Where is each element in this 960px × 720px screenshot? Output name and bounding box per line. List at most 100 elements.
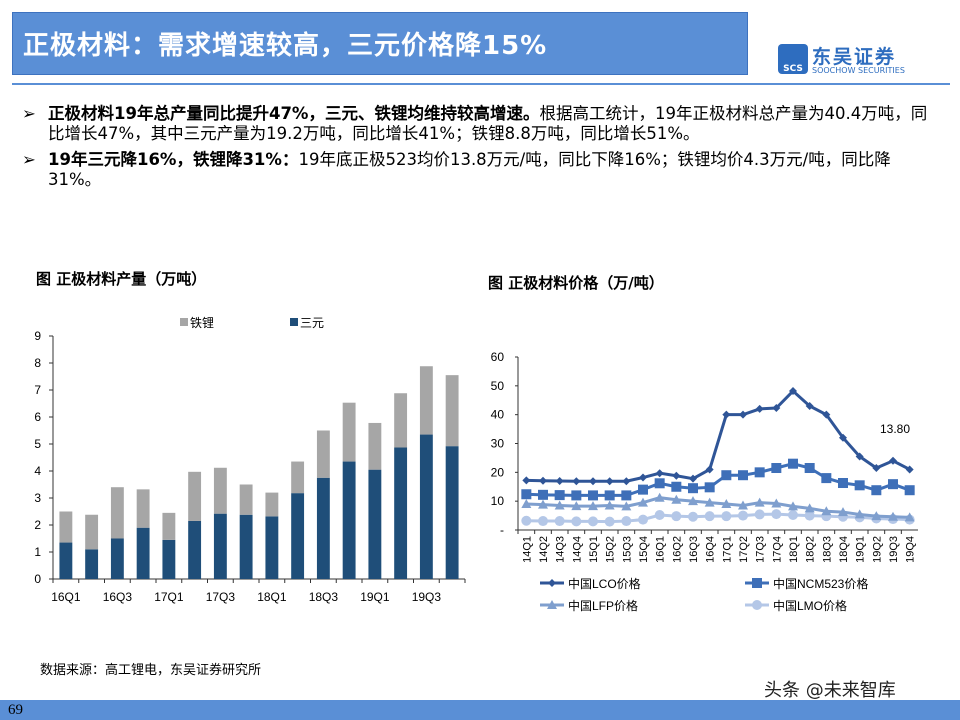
bar-铁锂 bbox=[188, 471, 202, 521]
series-line-diamond bbox=[526, 388, 911, 483]
marker-triangle bbox=[754, 497, 765, 507]
series-line-triangle bbox=[526, 496, 910, 519]
bar-三元 bbox=[162, 539, 176, 579]
bar-铁锂 bbox=[239, 484, 253, 515]
y-tick-label: 4 bbox=[34, 464, 41, 478]
marker-diamond bbox=[655, 469, 664, 478]
marker-circle bbox=[721, 511, 732, 522]
marker-square bbox=[521, 489, 532, 500]
marker-diamond bbox=[705, 465, 714, 474]
marker-diamond bbox=[755, 404, 764, 413]
bar-chart-title: 图 正极材料产量（万吨） bbox=[36, 270, 207, 288]
x-tick-label: 19Q3 bbox=[412, 590, 442, 604]
bar-铁锂 bbox=[316, 430, 330, 478]
x-tick-label: 19Q1 bbox=[360, 590, 390, 604]
marker-triangle bbox=[604, 500, 615, 510]
marker-diamond bbox=[722, 410, 731, 419]
x-tick-label: 16Q4 bbox=[705, 536, 717, 563]
bar-三元 bbox=[59, 542, 73, 579]
bullet-text: 根据高工统计，19年正极材料总产量为40.4万吨，同比增长47%，其中三元产量为… bbox=[48, 104, 928, 143]
marker-square bbox=[721, 470, 732, 481]
marker-diamond bbox=[589, 477, 597, 486]
bar-三元 bbox=[394, 447, 408, 579]
legend-label: 中国LFP价格 bbox=[568, 598, 638, 613]
marker-triangle bbox=[621, 501, 632, 511]
marker-diamond bbox=[548, 579, 556, 587]
marker-circle bbox=[771, 509, 782, 520]
bar-三元 bbox=[291, 493, 305, 579]
series-line-circle bbox=[526, 512, 910, 524]
bar-铁锂 bbox=[213, 467, 227, 514]
marker-circle bbox=[621, 516, 632, 527]
x-tick-label: 14Q3 bbox=[555, 536, 567, 563]
marker-diamond bbox=[822, 410, 831, 419]
marker-triangle bbox=[804, 503, 815, 513]
source-note: 数据来源：高工锂电，东吴证券研究所 bbox=[40, 663, 262, 678]
marker-triangle bbox=[688, 496, 698, 506]
x-tick-label: 14Q2 bbox=[538, 536, 550, 563]
marker-square bbox=[788, 458, 798, 469]
x-tick-label: 15Q4 bbox=[638, 536, 650, 563]
bar-三元 bbox=[342, 461, 356, 579]
x-tick-label: 17Q4 bbox=[771, 536, 783, 563]
marker-diamond bbox=[555, 476, 564, 485]
x-tick-label: 16Q2 bbox=[671, 536, 683, 563]
marker-circle bbox=[588, 516, 598, 527]
y-tick-label: 3 bbox=[34, 491, 41, 505]
marker-circle bbox=[738, 510, 748, 521]
marker-square bbox=[571, 490, 582, 501]
marker-circle bbox=[688, 511, 698, 522]
x-tick-label: 16Q1 bbox=[655, 536, 667, 563]
marker-triangle bbox=[904, 512, 915, 522]
bar-铁锂 bbox=[59, 511, 73, 543]
arrow-right-icon: ➢ bbox=[22, 150, 36, 169]
bullet-text: 19年底正极523均价13.8万元/吨，同比下降16%；铁锂均价4.3万元/吨，… bbox=[48, 150, 891, 189]
marker-circle bbox=[571, 516, 582, 527]
logo-name-en: SOOCHOW SECURITIES bbox=[812, 66, 905, 75]
marker-triangle bbox=[671, 494, 682, 504]
legend-swatch bbox=[290, 318, 298, 326]
bar-三元 bbox=[85, 549, 99, 579]
bar-铁锂 bbox=[445, 375, 459, 447]
marker-circle bbox=[754, 509, 765, 520]
marker-square bbox=[604, 490, 615, 501]
x-tick-label: 17Q1 bbox=[154, 590, 184, 604]
marker-square bbox=[621, 490, 632, 501]
bar-三元 bbox=[136, 527, 150, 579]
bar-铁锂 bbox=[85, 514, 99, 550]
y-tick-label: 60 bbox=[491, 350, 505, 364]
marker-square bbox=[588, 490, 598, 501]
x-tick-label: 18Q2 bbox=[805, 536, 817, 563]
marker-triangle bbox=[638, 497, 648, 507]
marker-square bbox=[854, 480, 865, 491]
marker-square bbox=[688, 483, 698, 494]
x-tick-label: 19Q3 bbox=[888, 536, 900, 563]
x-tick-label: 17Q3 bbox=[755, 536, 767, 563]
marker-diamond bbox=[805, 402, 814, 411]
marker-triangle bbox=[738, 500, 748, 510]
marker-triangle bbox=[888, 511, 898, 521]
bar-铁锂 bbox=[291, 461, 305, 494]
x-tick-label: 18Q1 bbox=[788, 536, 800, 563]
bar-铁锂 bbox=[419, 366, 433, 435]
legend-label: 铁锂 bbox=[190, 315, 214, 330]
bar-三元 bbox=[445, 446, 459, 579]
y-tick-label: 6 bbox=[34, 410, 41, 424]
bar-铁锂 bbox=[342, 402, 356, 462]
bullet-item: ➢ 正极材料19年总产量同比提升47%，三元、铁锂均维持较高增速。根据高工统计，… bbox=[22, 104, 932, 144]
marker-circle bbox=[521, 515, 532, 526]
marker-diamond bbox=[905, 465, 914, 474]
marker-circle bbox=[671, 511, 682, 522]
x-tick-label: 16Q3 bbox=[103, 590, 133, 604]
bar-铁锂 bbox=[136, 489, 150, 528]
x-tick-label: 15Q1 bbox=[588, 536, 600, 563]
bar-三元 bbox=[265, 516, 279, 579]
line-chart-title: 图 正极材料价格（万/吨） bbox=[488, 274, 664, 292]
y-tick-label: 10 bbox=[491, 494, 505, 508]
marker-circle bbox=[804, 510, 815, 521]
marker-triangle bbox=[571, 501, 582, 511]
marker-circle bbox=[538, 516, 548, 527]
bullet-bold: 19年三元降16%，铁锂降31%： bbox=[48, 150, 299, 169]
y-tick-label: 7 bbox=[34, 383, 41, 397]
y-tick-label: 1 bbox=[34, 545, 41, 559]
